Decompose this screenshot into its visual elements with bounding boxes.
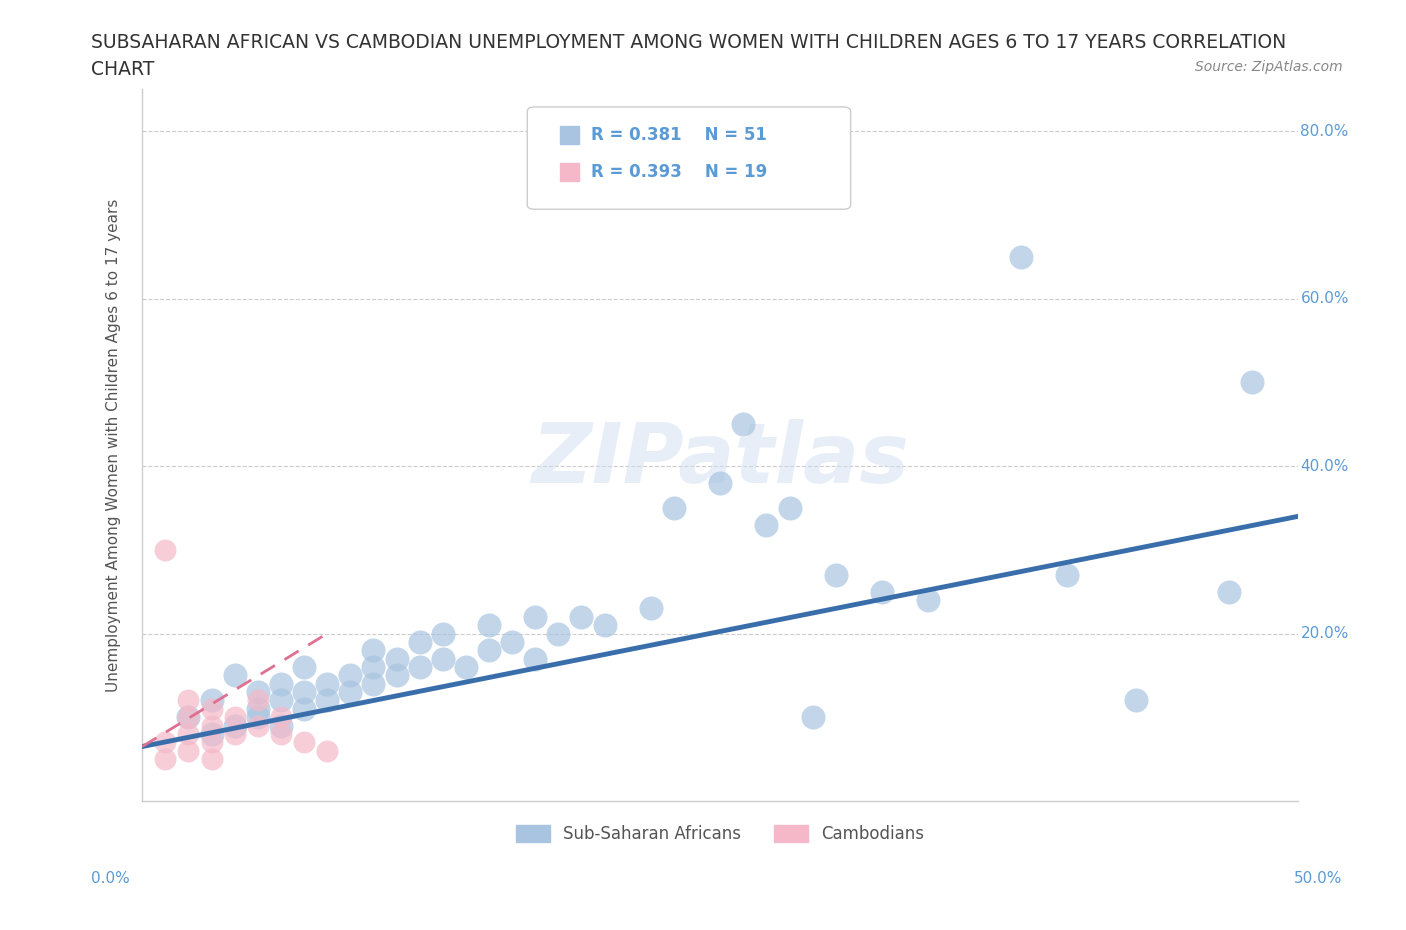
- Point: [1010, 249, 1032, 264]
- Point: [200, 726, 222, 741]
- Point: [1240, 375, 1263, 390]
- Point: [408, 634, 430, 649]
- Point: [385, 668, 408, 683]
- Point: [246, 684, 269, 699]
- Point: [733, 417, 755, 432]
- Point: [478, 618, 501, 632]
- Text: SUBSAHARAN AFRICAN VS CAMBODIAN UNEMPLOYMENT AMONG WOMEN WITH CHILDREN AGES 6 TO: SUBSAHARAN AFRICAN VS CAMBODIAN UNEMPLOY…: [91, 33, 1286, 51]
- Point: [155, 542, 177, 557]
- Point: [709, 475, 731, 490]
- Point: [224, 718, 246, 733]
- Point: [454, 659, 477, 674]
- Text: 80.0%: 80.0%: [1301, 124, 1348, 139]
- Point: [339, 668, 361, 683]
- Point: [801, 710, 824, 724]
- Text: 60.0%: 60.0%: [1301, 291, 1348, 306]
- Text: 0.0%: 0.0%: [91, 871, 131, 886]
- Point: [177, 726, 200, 741]
- Point: [316, 743, 339, 758]
- Text: 50.0%: 50.0%: [1295, 871, 1343, 886]
- Point: [292, 735, 315, 750]
- Point: [200, 751, 222, 766]
- Point: [408, 659, 430, 674]
- Point: [292, 659, 315, 674]
- Point: [246, 710, 269, 724]
- Point: [547, 626, 569, 641]
- Point: [1125, 693, 1147, 708]
- Point: [501, 634, 523, 649]
- Point: [292, 701, 315, 716]
- Legend: Sub-Saharan Africans, Cambodians: Sub-Saharan Africans, Cambodians: [510, 818, 931, 849]
- Point: [1056, 567, 1078, 582]
- Text: R = 0.393    N = 19: R = 0.393 N = 19: [591, 163, 766, 181]
- Point: [155, 735, 177, 750]
- Point: [363, 659, 385, 674]
- Point: [270, 710, 292, 724]
- Text: 20.0%: 20.0%: [1301, 626, 1348, 641]
- Point: [870, 584, 893, 599]
- Point: [524, 609, 547, 624]
- Point: [246, 693, 269, 708]
- Point: [224, 710, 246, 724]
- Point: [779, 500, 801, 515]
- Point: [432, 651, 454, 666]
- Point: [478, 643, 501, 658]
- Point: [177, 710, 200, 724]
- Point: [200, 735, 222, 750]
- Text: CHART: CHART: [91, 60, 155, 79]
- Point: [432, 626, 454, 641]
- Point: [339, 684, 361, 699]
- Point: [363, 643, 385, 658]
- Point: [177, 693, 200, 708]
- Point: [662, 500, 685, 515]
- Point: [316, 676, 339, 691]
- Point: [224, 726, 246, 741]
- Point: [200, 701, 222, 716]
- Text: Source: ZipAtlas.com: Source: ZipAtlas.com: [1195, 60, 1343, 74]
- Point: [155, 751, 177, 766]
- Point: [270, 718, 292, 733]
- Point: [755, 517, 778, 532]
- Point: [246, 718, 269, 733]
- Point: [363, 676, 385, 691]
- Text: ZIPatlas: ZIPatlas: [531, 418, 910, 500]
- Point: [593, 618, 616, 632]
- Point: [177, 710, 200, 724]
- Point: [524, 651, 547, 666]
- Text: 40.0%: 40.0%: [1301, 458, 1348, 473]
- Point: [200, 693, 222, 708]
- Point: [224, 668, 246, 683]
- Point: [640, 601, 662, 616]
- Y-axis label: Unemployment Among Women with Children Ages 6 to 17 years: Unemployment Among Women with Children A…: [107, 198, 121, 692]
- Point: [571, 609, 593, 624]
- Point: [177, 743, 200, 758]
- Point: [917, 592, 939, 607]
- Point: [316, 693, 339, 708]
- Point: [200, 718, 222, 733]
- Point: [824, 567, 846, 582]
- Point: [270, 693, 292, 708]
- Point: [385, 651, 408, 666]
- Point: [292, 684, 315, 699]
- Point: [270, 676, 292, 691]
- Point: [1218, 584, 1240, 599]
- Point: [270, 726, 292, 741]
- Text: R = 0.381    N = 51: R = 0.381 N = 51: [591, 126, 766, 144]
- Point: [246, 701, 269, 716]
